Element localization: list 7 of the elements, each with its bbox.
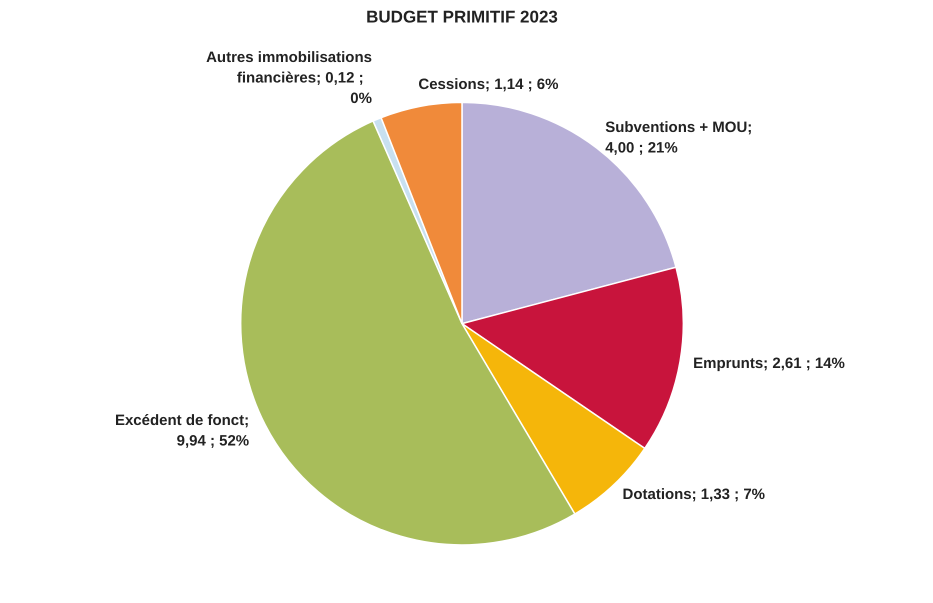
slice-label: Subventions + MOU; 4,00 ; 21% bbox=[605, 119, 752, 157]
slice-label: Excédent de fonct; 9,94 ; 52% bbox=[114, 412, 250, 450]
slice-label: Dotations; 1,33 ; 7% bbox=[622, 486, 766, 504]
slice-label: Autres immobilisations financières; 0,12 ; 0% bbox=[206, 49, 372, 108]
chart-title: BUDGET PRIMITIF 2023 bbox=[366, 8, 558, 26]
slice-label: Emprunts; 2,61 ; 14% bbox=[693, 354, 845, 372]
slice-label: Cessions; 1,14 ; 6% bbox=[418, 76, 558, 94]
